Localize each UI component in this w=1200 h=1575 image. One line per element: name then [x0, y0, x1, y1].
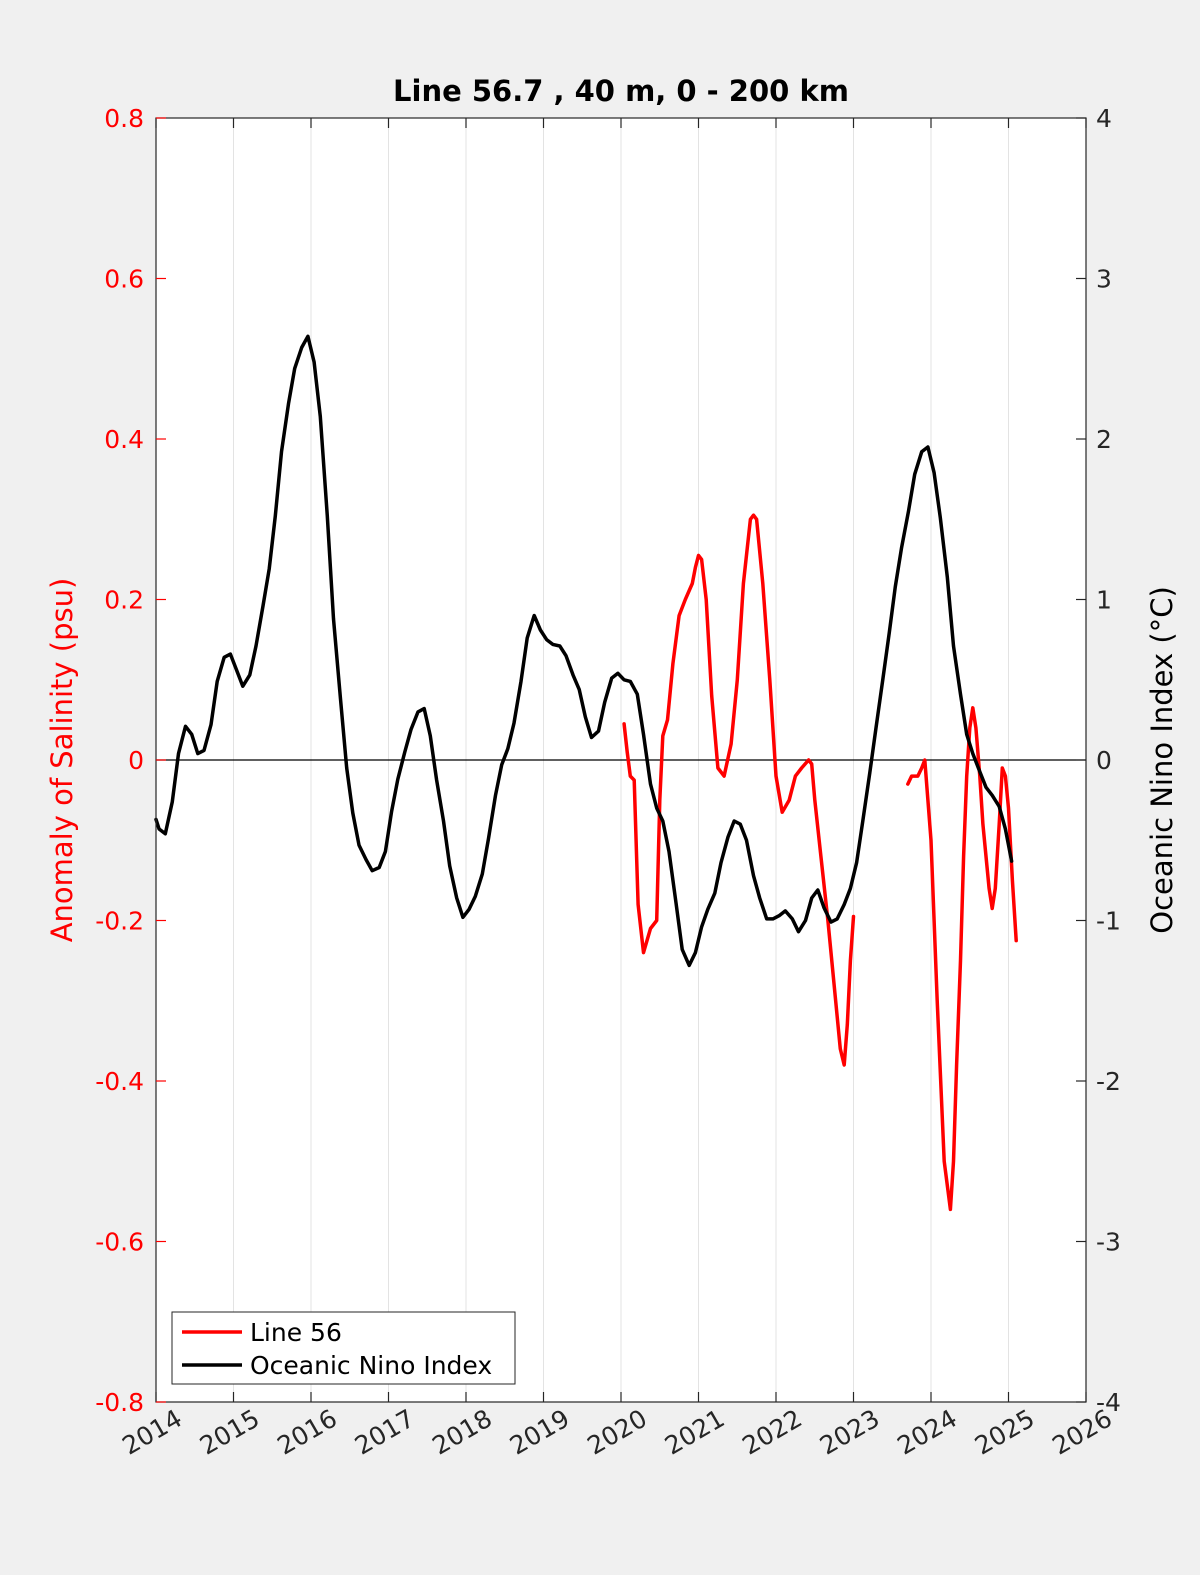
y-right-tick-label: 4 — [1096, 104, 1112, 133]
oni-series-line — [154, 334, 1014, 968]
y-right-tick-label: 1 — [1096, 586, 1112, 615]
y-right-tick-label: -1 — [1096, 907, 1121, 936]
y-left-tick-label: -0.2 — [95, 907, 144, 936]
y-left-axis-title: Anomaly of Salinity (psu) — [45, 578, 79, 943]
y-left-tick-label: -0.4 — [95, 1067, 144, 1096]
y-right-tick-label: 2 — [1096, 425, 1112, 454]
line-56-series-line — [622, 513, 856, 1067]
y-right-tick-label: 0 — [1096, 746, 1112, 775]
y-left-tick-label: -0.6 — [95, 1228, 144, 1257]
chart-title: Line 56.7 , 40 m, 0 - 200 km — [393, 74, 849, 108]
y-left-tick-label: 0.6 — [104, 265, 144, 294]
legend-label-line-56: Line 56 — [250, 1318, 342, 1347]
y-left-tick-label: -0.8 — [95, 1388, 144, 1417]
legend-box — [171, 1311, 516, 1385]
legend: Line 56 Oceanic Nino Index — [171, 1311, 516, 1385]
y-right-tick-label: -3 — [1096, 1228, 1121, 1257]
y-left-tick-label: 0.2 — [104, 586, 144, 615]
y-left-tick-label: 0.8 — [104, 104, 144, 133]
y-right-tick-label: -4 — [1096, 1388, 1121, 1417]
y-left-tick-label: 0 — [128, 746, 144, 775]
y-right-tick-label: 3 — [1096, 265, 1112, 294]
y-left-tick-label: 0.4 — [104, 425, 144, 454]
y-right-axis-title: Oceanic Nino Index (°C) — [1145, 586, 1179, 934]
series-layer — [154, 334, 1018, 1212]
y-right-tick-label: -2 — [1096, 1067, 1121, 1096]
legend-label-oni: Oceanic Nino Index — [250, 1351, 492, 1380]
